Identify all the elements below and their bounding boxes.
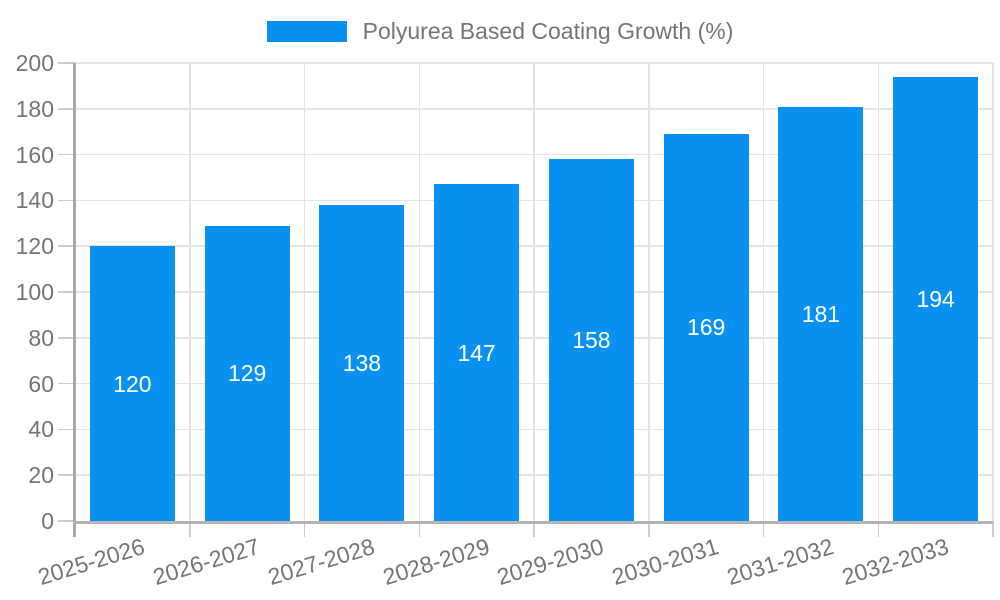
gridline-v-2 <box>303 63 306 521</box>
y-axis-tick-120 <box>58 245 75 247</box>
bar-2030-2031[interactable] <box>663 133 749 521</box>
gridline-v-1 <box>189 63 191 521</box>
y-axis-tick-60 <box>58 382 75 385</box>
bar-2028-2029[interactable] <box>434 184 520 521</box>
x-axis-label-2031-2032: 2031-2032 <box>723 533 837 591</box>
bar-2026-2027[interactable] <box>204 225 290 521</box>
bar-value-label-2027-2028: 138 <box>342 349 382 376</box>
x-axis-tick-4 <box>533 521 535 537</box>
bar-value-label-2025-2026: 120 <box>113 370 152 397</box>
bar-value-label-2031-2032: 181 <box>801 300 841 327</box>
x-axis-tick-7 <box>877 521 879 537</box>
legend: Polyurea Based Coating Growth (%) <box>0 19 1000 44</box>
bar-value-label-2029-2030: 158 <box>572 327 611 354</box>
y-axis-label-120: 120 <box>15 233 54 260</box>
x-axis-label-2032-2033: 2032-2033 <box>838 533 952 591</box>
x-axis-tick-8 <box>992 521 994 537</box>
x-axis-tick-6 <box>762 521 765 537</box>
gridline-v-7 <box>877 63 879 521</box>
x-axis-line <box>73 521 993 524</box>
gridline-v-8 <box>992 63 994 521</box>
bar-value-label-2026-2027: 129 <box>227 360 267 387</box>
y-axis-tick-200 <box>58 62 75 64</box>
x-axis-label-2026-2027: 2026-2027 <box>149 533 263 591</box>
y-axis-label-40: 40 <box>28 416 54 443</box>
x-axis-label-2025-2026: 2025-2026 <box>35 533 148 591</box>
legend-label: Polyurea Based Coating Growth (%) <box>362 18 734 44</box>
y-axis-tick-20 <box>58 474 75 476</box>
y-axis-label-140: 140 <box>15 187 54 214</box>
legend-swatch-icon <box>266 21 347 42</box>
y-axis-label-60: 60 <box>28 370 54 397</box>
y-axis-tick-0 <box>58 520 75 522</box>
y-axis-tick-100 <box>58 291 75 293</box>
y-axis-tick-180 <box>58 108 75 110</box>
gridline-v-4 <box>533 63 535 521</box>
x-axis-tick-5 <box>648 521 650 537</box>
bar-2031-2032[interactable] <box>778 106 864 521</box>
bar-value-label-2028-2029: 147 <box>457 339 496 366</box>
x-axis-tick-2 <box>303 521 306 537</box>
y-axis-label-100: 100 <box>15 279 54 305</box>
x-axis-label-2029-2030: 2029-2030 <box>494 533 607 591</box>
y-axis-line <box>73 63 76 537</box>
y-axis-tick-80 <box>58 337 75 339</box>
gridline-v-3 <box>418 63 420 521</box>
y-axis-tick-140 <box>58 199 75 202</box>
bar-value-label-2030-2031: 169 <box>686 314 726 341</box>
y-axis-label-180: 180 <box>15 95 54 122</box>
y-axis-label-0: 0 <box>41 508 54 534</box>
y-axis-label-200: 200 <box>15 50 54 76</box>
y-axis-tick-160 <box>58 153 75 156</box>
bar-2029-2030[interactable] <box>548 159 634 521</box>
x-axis-label-2028-2029: 2028-2029 <box>379 533 493 591</box>
gridline-v-5 <box>648 63 650 521</box>
y-axis-label-80: 80 <box>28 324 54 351</box>
bar-2027-2028[interactable] <box>319 204 405 521</box>
bar-2025-2026[interactable] <box>89 246 175 521</box>
gridline-v-6 <box>762 63 765 521</box>
bar-value-label-2032-2033: 194 <box>916 285 955 312</box>
x-axis-label-2027-2028: 2027-2028 <box>264 533 378 591</box>
bar-2032-2033[interactable] <box>893 76 979 521</box>
x-axis-label-2030-2031: 2030-2031 <box>608 533 722 591</box>
x-axis-tick-1 <box>189 521 191 537</box>
y-axis-label-20: 20 <box>28 462 54 489</box>
legend-item[interactable]: Polyurea Based Coating Growth (%) <box>266 18 734 44</box>
y-axis-label-160: 160 <box>15 141 54 168</box>
y-axis-tick-40 <box>58 428 75 431</box>
x-axis-tick-3 <box>418 521 420 537</box>
